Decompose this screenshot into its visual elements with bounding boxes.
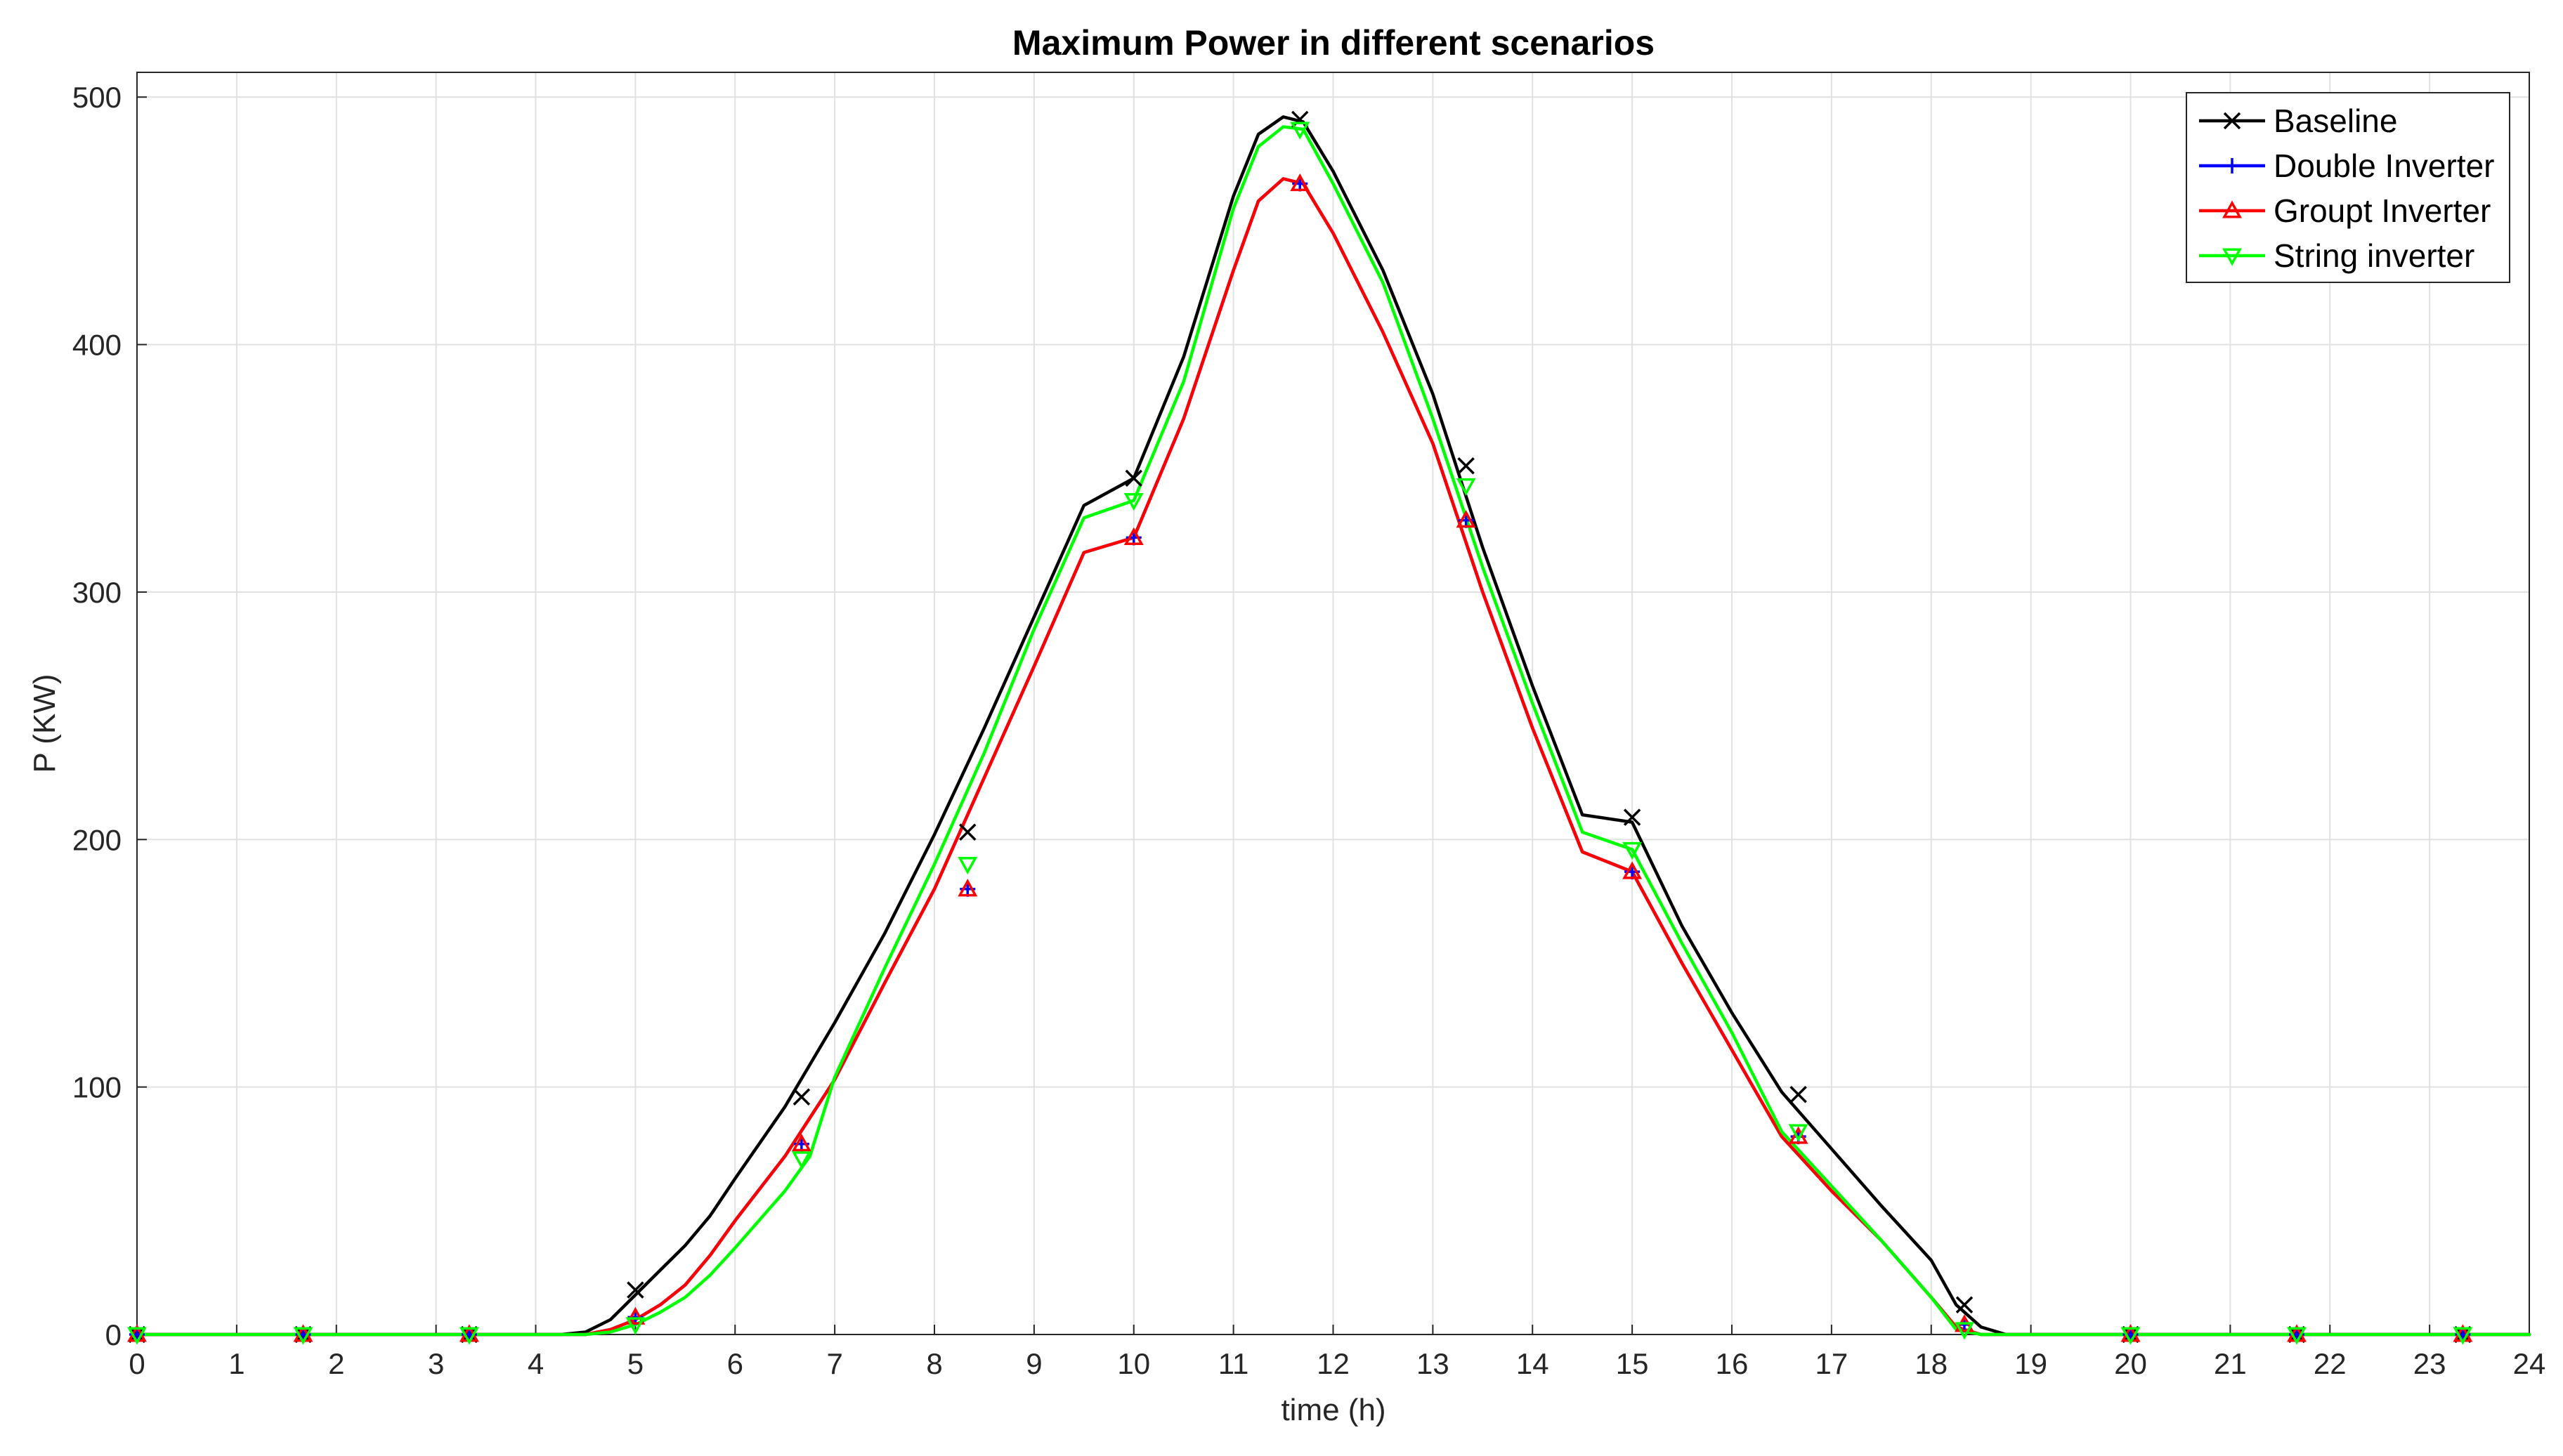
x-tick-label: 11	[1218, 1347, 1249, 1380]
axis-ticks: 0 1 2 3 4 5 6 7 8 9 10 11 12 13 14 15 16 17 18 19 20 21 22 23 24…	[72, 81, 2545, 1380]
x-tick-label: 19	[2014, 1347, 2047, 1380]
data-point-baseline	[1291, 110, 1309, 129]
data-point-string-inverter	[1123, 493, 1144, 511]
data-point-groupt-inverter	[1788, 1126, 1808, 1144]
x-tick-label: 8	[926, 1347, 942, 1380]
y-tick-label: 400	[72, 329, 122, 362]
x-tick-label: 17	[1815, 1347, 1848, 1380]
x-tick-label: 5	[627, 1347, 644, 1380]
data-point-string-inverter	[1290, 122, 1310, 140]
legend-marker-groupt-inverter	[2222, 200, 2242, 218]
data-point-groupt-inverter	[1622, 861, 1643, 879]
data-point-baseline	[793, 1088, 811, 1106]
x-tick-label: 23	[2413, 1347, 2446, 1380]
y-tick-label: 100	[72, 1071, 122, 1104]
data-point-string-inverter	[2453, 1327, 2473, 1345]
data-point-baseline	[1955, 1296, 1974, 1313]
legend-label-baseline: Baseline	[2274, 103, 2397, 139]
x-tick-label: 18	[1915, 1347, 1948, 1380]
data-point-string-inverter	[791, 1151, 811, 1169]
x-tick-label: 16	[1716, 1347, 1749, 1380]
x-tick-label: 7	[826, 1347, 842, 1380]
x-tick-label: 0	[129, 1347, 145, 1380]
data-point-string-inverter	[293, 1327, 313, 1345]
x-tick-label: 6	[727, 1347, 743, 1380]
x-tick-label: 15	[1616, 1347, 1649, 1380]
x-tick-label: 4	[528, 1347, 544, 1380]
data-point-string-inverter	[1788, 1124, 1808, 1142]
x-tick-label: 2	[328, 1347, 344, 1380]
x-tick-label: 14	[1516, 1347, 1549, 1380]
data-point-baseline	[1789, 1085, 1807, 1103]
data-point-groupt-inverter	[958, 879, 978, 897]
x-tick-label: 10	[1117, 1347, 1150, 1380]
data-point-string-inverter	[1622, 841, 1643, 860]
data-point-baseline	[627, 1281, 644, 1299]
x-tick-label: 20	[2114, 1347, 2147, 1380]
data-point-baseline	[1125, 469, 1142, 487]
x-tick-label: 13	[1416, 1347, 1449, 1380]
legend-label-groupt-inverter: Groupt Inverter	[2274, 192, 2491, 229]
legend: Baseline Double Inverter Groupt Inverter St…	[2186, 92, 2510, 283]
legend-label-double-inverter: Double Inverter	[2274, 147, 2495, 184]
data-point-baseline	[1457, 457, 1475, 475]
data-point-baseline	[1623, 808, 1641, 826]
x-tick-label: 3	[428, 1347, 444, 1380]
series-lines	[135, 115, 2531, 1337]
y-tick-label: 200	[72, 823, 122, 856]
data-point-string-inverter	[2120, 1327, 2141, 1345]
data-point-string-inverter	[127, 1327, 147, 1345]
y-tick-label: 500	[72, 81, 122, 114]
x-tick-label: 1	[228, 1347, 244, 1380]
x-tick-label: 12	[1317, 1347, 1350, 1380]
legend-marker-double-inverter	[2224, 158, 2240, 173]
data-point-string-inverter	[625, 1317, 646, 1335]
data-point-groupt-inverter	[1456, 510, 1476, 528]
y-tick-label: 300	[72, 576, 122, 609]
x-tick-label: 22	[2314, 1347, 2347, 1380]
data-point-string-inverter	[2287, 1327, 2307, 1345]
series-markers	[127, 110, 2473, 1345]
data-point-string-inverter	[459, 1327, 479, 1345]
x-tick-label: 24	[2513, 1347, 2546, 1380]
legend-marker-baseline	[2223, 112, 2241, 130]
data-point-groupt-inverter	[625, 1306, 646, 1325]
chart-title: Maximum Power in different scenarios	[1012, 23, 1655, 63]
x-tick-label: 9	[1026, 1347, 1042, 1380]
data-point-string-inverter	[1955, 1322, 1974, 1340]
data-point-groupt-inverter	[791, 1134, 811, 1152]
data-point-groupt-inverter	[1290, 173, 1310, 192]
data-point-groupt-inverter	[1123, 527, 1144, 545]
x-tick-label: 21	[2214, 1347, 2247, 1380]
x-axis-label: time (h)	[1281, 1393, 1385, 1427]
legend-label-string-inverter: String inverter	[2274, 237, 2474, 274]
series-line-string-inverter	[135, 125, 2531, 1337]
data-point-string-inverter	[1456, 478, 1476, 497]
y-tick-label: 0	[105, 1318, 122, 1351]
data-point-string-inverter	[958, 856, 978, 875]
data-point-baseline	[959, 823, 977, 841]
y-axis-label: P (KW)	[27, 674, 62, 773]
legend-marker-string-inverter	[2222, 248, 2242, 266]
